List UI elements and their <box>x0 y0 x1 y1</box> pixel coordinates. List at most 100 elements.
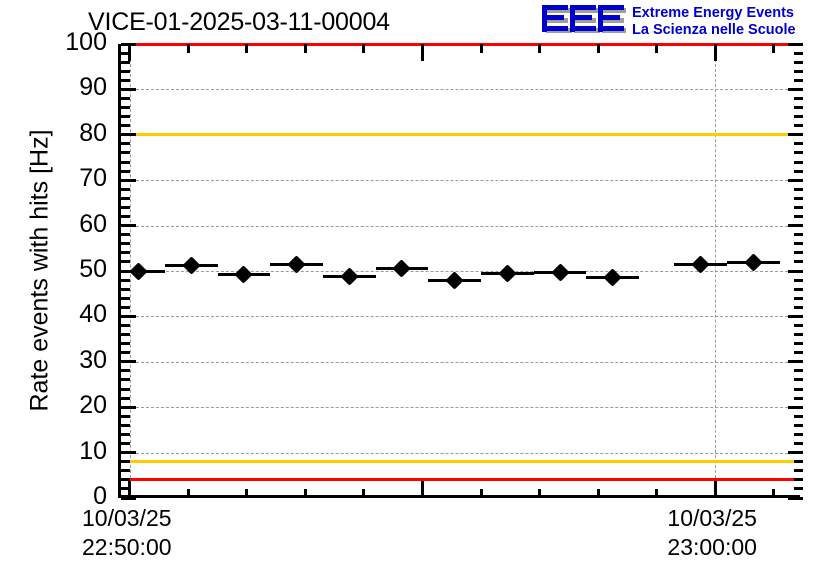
y-tick-minor <box>121 414 130 418</box>
y-tick-minor <box>121 396 130 400</box>
y-tick-label: 40 <box>79 300 107 329</box>
y-tick-minor-right <box>794 460 803 464</box>
threshold-line-lower-warning <box>121 460 803 464</box>
page-title: VICE-01-2025-03-11-00004 <box>88 8 390 36</box>
y-tick-major-right <box>788 496 803 500</box>
y-tick-minor-right <box>794 69 803 73</box>
plot-area <box>121 42 803 500</box>
y-tick-major-right <box>788 360 803 364</box>
data-point-marker <box>550 263 570 282</box>
x-tick-minor-top <box>479 44 483 53</box>
y-tick-minor-right <box>794 342 803 346</box>
x-tick-minor <box>655 489 659 498</box>
data-point-marker <box>392 259 412 278</box>
y-tick-minor-right <box>794 78 803 82</box>
y-tick-minor-right <box>794 233 803 237</box>
y-tick-minor <box>121 333 130 337</box>
y-tick-minor <box>121 142 130 146</box>
x-tick-minor-top <box>245 44 249 53</box>
threshold-line-upper-warning <box>121 133 803 137</box>
x-tick-label-date: 10/03/25 <box>82 505 172 531</box>
y-tick-minor-right <box>794 296 803 300</box>
y-tick-major <box>121 405 136 409</box>
x-tick-label: 10/03/25 22:50:00 <box>57 504 197 562</box>
y-tick-major <box>121 87 136 91</box>
y-tick-minor <box>121 96 130 100</box>
y-tick-minor-right <box>794 333 803 337</box>
x-tick-minor-top <box>362 44 366 53</box>
y-tick-minor <box>121 196 130 200</box>
y-tick-minor-right <box>794 442 803 446</box>
x-tick-minor <box>303 489 307 498</box>
y-tick-minor <box>121 60 130 64</box>
y-tick-minor <box>121 106 130 110</box>
y-tick-minor-right <box>794 96 803 100</box>
y-tick-minor-right <box>794 51 803 55</box>
x-tick-minor-top <box>538 44 542 53</box>
y-tick-major-right <box>788 42 803 46</box>
x-tick-minor-top <box>772 44 776 53</box>
x-tick-minor-top <box>655 44 659 53</box>
y-tick-minor-right <box>794 387 803 391</box>
y-tick-minor <box>121 233 130 237</box>
y-tick-minor-right <box>794 287 803 291</box>
y-tick-minor-right <box>794 469 803 473</box>
x-tick-minor <box>479 489 483 498</box>
x-tick-minor-top <box>303 44 307 53</box>
y-tick-minor-right <box>794 106 803 110</box>
x-tick-minor-top <box>596 44 600 53</box>
x-tick-minor <box>538 489 542 498</box>
y-tick-major-right <box>788 269 803 273</box>
x-tick-minor <box>186 489 190 498</box>
threshold-line-lower-alarm <box>121 478 803 482</box>
x-tick-label-date: 10/03/25 <box>667 505 757 531</box>
x-tick-major-top <box>420 44 424 61</box>
y-tick-minor-right <box>794 151 803 155</box>
x-tick-major-top <box>713 44 717 61</box>
y-tick-label: 70 <box>79 164 107 193</box>
y-tick-major-right <box>788 314 803 318</box>
x-tick-label-time: 23:00:00 <box>667 534 757 560</box>
eee-logo-mark <box>542 5 626 33</box>
y-tick-minor <box>121 115 130 119</box>
y-tick-major-right <box>788 405 803 409</box>
y-tick-minor <box>121 78 130 82</box>
x-tick-major <box>713 481 717 498</box>
y-tick-minor-right <box>794 323 803 327</box>
y-tick-minor-right <box>794 60 803 64</box>
y-tick-minor-right <box>794 187 803 191</box>
y-tick-minor-right <box>794 278 803 282</box>
y-tick-minor-right <box>794 169 803 173</box>
y-tick-minor <box>121 260 130 264</box>
y-tick-minor <box>121 215 130 219</box>
y-tick-minor <box>121 342 130 346</box>
y-tick-label: 90 <box>79 73 107 102</box>
y-gridline <box>121 452 803 454</box>
y-tick-minor <box>121 296 130 300</box>
y-tick-minor <box>121 69 130 73</box>
y-tick-minor-right <box>794 396 803 400</box>
x-tick-minor <box>596 489 600 498</box>
x-tick-major-top <box>128 44 132 61</box>
y-tick-major-right <box>788 87 803 91</box>
y-tick-minor <box>121 442 130 446</box>
y-tick-minor-right <box>794 351 803 355</box>
y-tick-minor <box>121 478 130 482</box>
data-point-marker <box>744 253 763 272</box>
x-tick-label-time: 22:50:00 <box>82 534 172 560</box>
y-tick-major <box>121 133 136 137</box>
logo-line-2: La Scienza nelle Scuole <box>632 22 796 38</box>
data-point-marker <box>234 264 254 284</box>
y-tick-major-right <box>788 224 803 228</box>
y-gridline <box>121 180 803 182</box>
logo-line-1: Extreme Energy Events <box>632 5 794 21</box>
y-gridline <box>121 407 803 409</box>
y-tick-major <box>121 314 136 318</box>
y-tick-minor-right <box>794 142 803 146</box>
y-tick-minor <box>121 205 130 209</box>
y-tick-minor <box>121 369 130 373</box>
x-tick-major <box>128 481 132 498</box>
y-tick-minor <box>121 487 130 491</box>
y-tick-minor <box>121 278 130 282</box>
